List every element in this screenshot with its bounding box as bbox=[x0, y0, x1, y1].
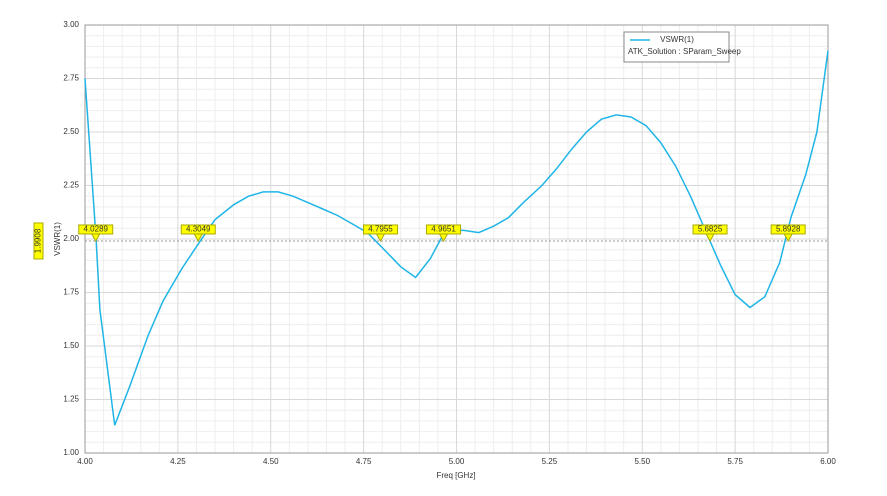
marker-label: 4.3049 bbox=[186, 225, 211, 234]
x-tick-label: 5.00 bbox=[449, 457, 465, 466]
marker-box bbox=[692, 224, 728, 235]
x-tick-label: 4.25 bbox=[170, 457, 186, 466]
marker-label: 4.9651 bbox=[431, 225, 456, 234]
plot-frame bbox=[84, 24, 829, 454]
x-tick-label: 5.25 bbox=[542, 457, 558, 466]
legend-subtitle: ATK_Solution : SParam_Sweep bbox=[628, 47, 741, 56]
y-marker-label: 1.9908 bbox=[34, 228, 43, 253]
marker-box bbox=[426, 224, 462, 235]
y-tick-label: 2.00 bbox=[63, 234, 79, 243]
legend-label: VSWR(1) bbox=[660, 35, 694, 44]
marker-box bbox=[770, 224, 806, 235]
y-tick-label: 1.50 bbox=[63, 341, 79, 350]
y-tick-label: 1.25 bbox=[63, 395, 79, 404]
y-axis-label: VSWR(1) bbox=[53, 222, 62, 256]
legend: VSWR(1) ATK_Solution : SParam_Sweep bbox=[623, 31, 741, 63]
marker-label: 5.8928 bbox=[776, 225, 801, 234]
marker-box bbox=[180, 224, 216, 235]
x-tick-label: 5.75 bbox=[727, 457, 743, 466]
x-axis-label: Freq [GHz] bbox=[436, 471, 475, 480]
marker-box bbox=[363, 224, 399, 235]
y-tick-label: 2.75 bbox=[63, 74, 79, 83]
marker-label: 4.7955 bbox=[368, 225, 393, 234]
y-tick-label: 1.00 bbox=[63, 448, 79, 457]
x-tick-label: 5.50 bbox=[634, 457, 650, 466]
y-marker-box bbox=[33, 222, 44, 260]
x-tick-label: 4.50 bbox=[263, 457, 279, 466]
x-tick-label: 4.00 bbox=[77, 457, 93, 466]
y-tick-label: 2.50 bbox=[63, 127, 79, 136]
y-tick-label: 3.00 bbox=[63, 20, 79, 29]
x-tick-label: 4.75 bbox=[356, 457, 372, 466]
y-tick-label: 1.75 bbox=[63, 288, 79, 297]
legend-box bbox=[623, 31, 730, 63]
x-tick-label: 6.00 bbox=[820, 457, 836, 466]
marker-label: 4.0289 bbox=[84, 225, 109, 234]
marker-box bbox=[78, 224, 114, 235]
y-tick-label: 2.25 bbox=[63, 181, 79, 190]
marker-label: 5.6825 bbox=[698, 225, 723, 234]
